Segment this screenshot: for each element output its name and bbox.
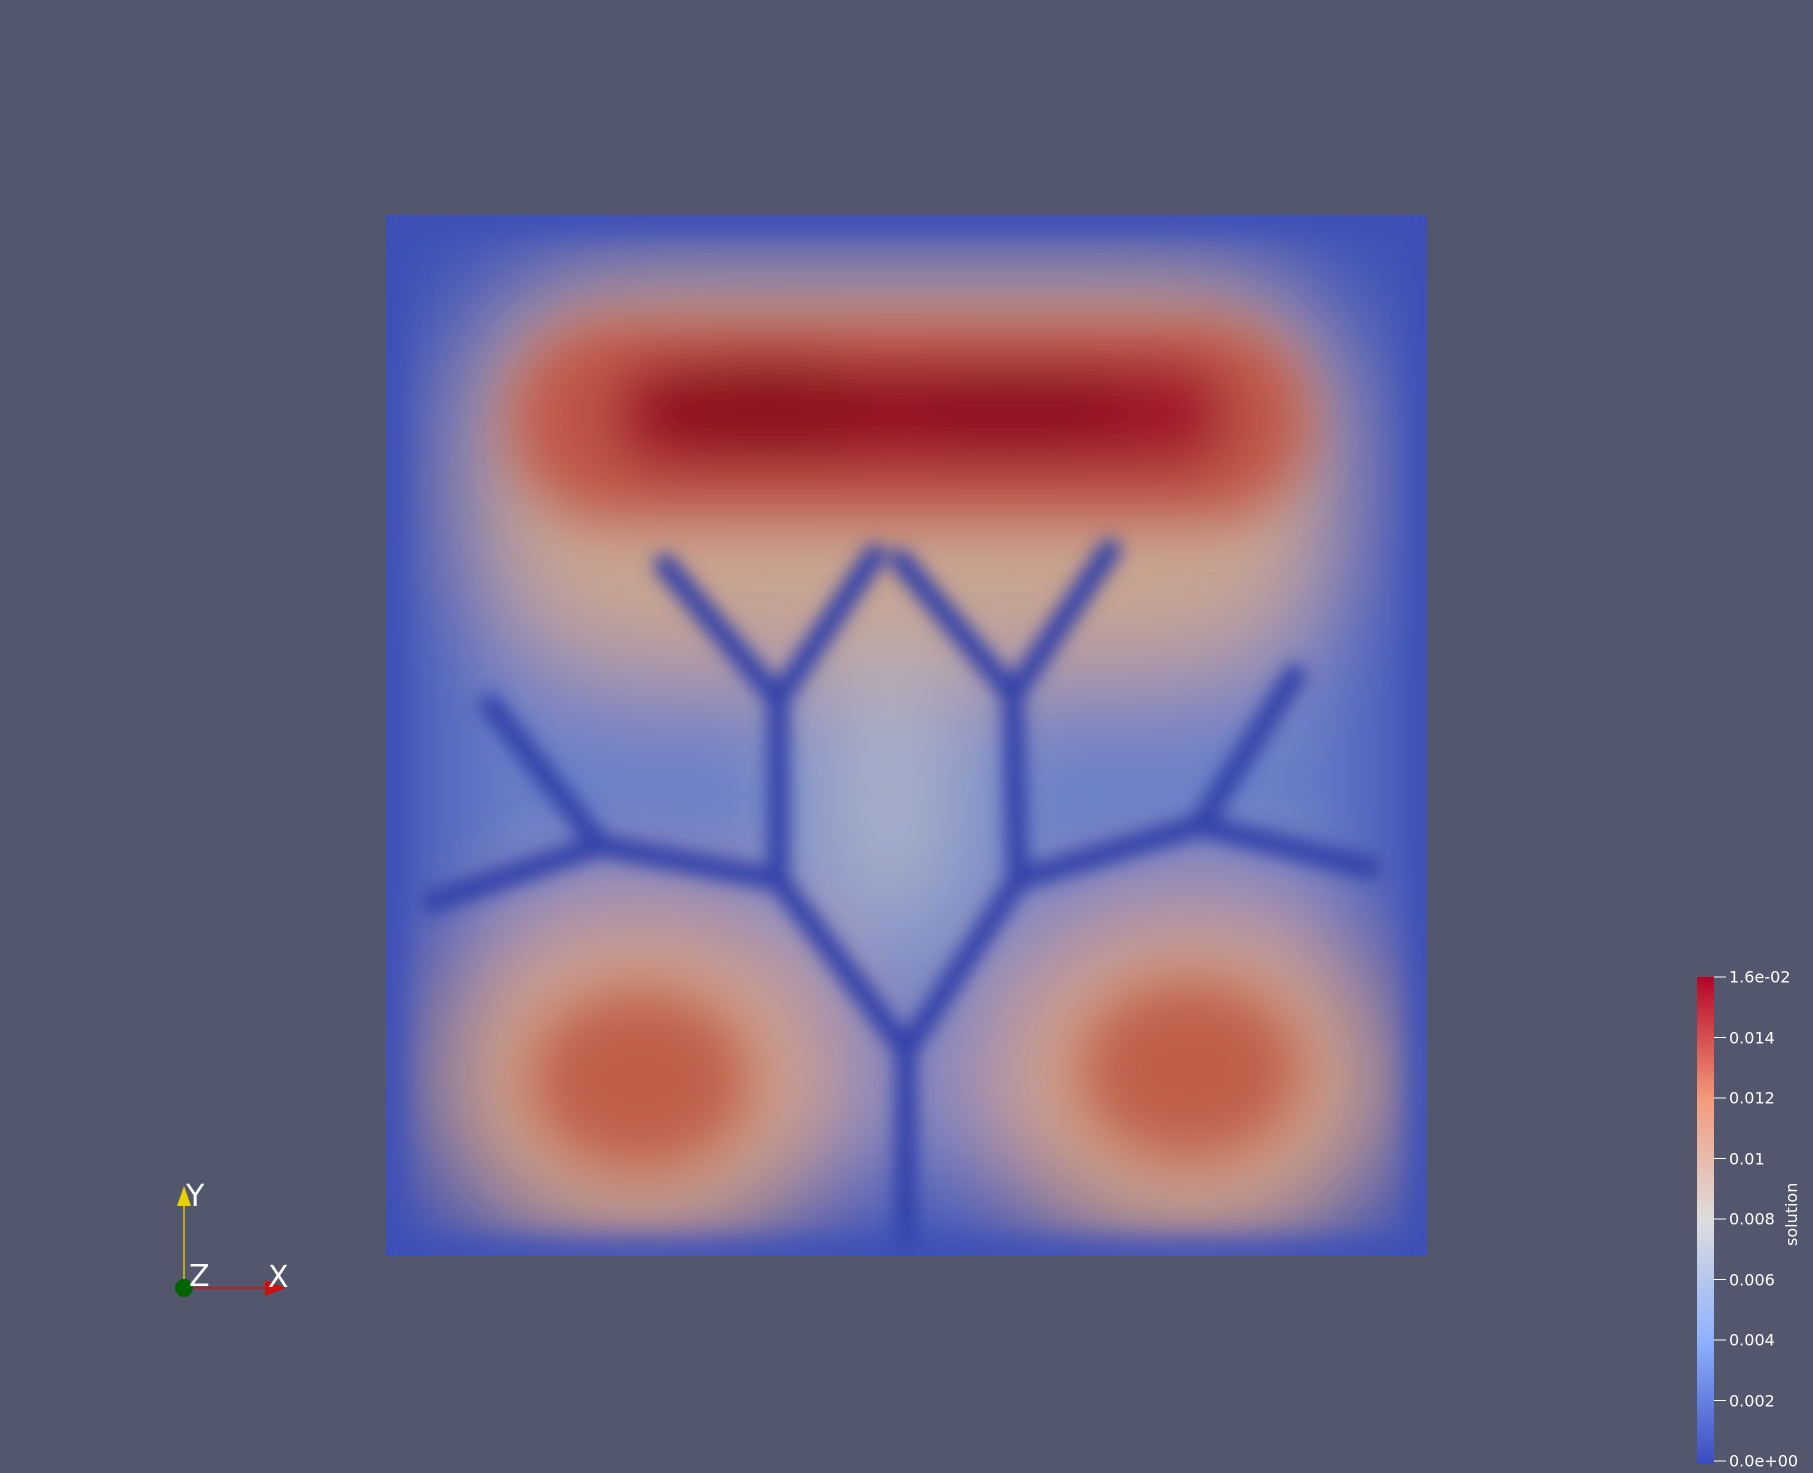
solution-field [386,215,1427,1256]
orientation-axes [175,1186,286,1297]
scalar-bar-tick-label: 0.002 [1729,1391,1775,1410]
scalar-bar-tick-label: 0.0e+00 [1729,1451,1799,1471]
z-axis-label: Z [189,1259,210,1294]
scalar-bar-tick-label: 0.004 [1729,1330,1775,1350]
scalar-bar-tick-label: 1.6e-02 [1729,967,1791,987]
scalar-bar-tick-label: 0.012 [1729,1088,1775,1108]
scalar-bar-tick-label: 0.008 [1729,1209,1775,1229]
y-axis-label: Y [186,1179,205,1214]
x-axis-label: X [268,1260,289,1295]
scalar-bar-title: solution [1782,1182,1801,1246]
scalar-bar-tick-marks [1714,976,1726,1462]
scalar-bar-tick-label: 0.014 [1729,1028,1775,1047]
scalar-bar-tick-label: 0.01 [1729,1149,1765,1168]
y-axis-cone [177,1186,191,1206]
scalar-bar [1697,976,1726,1464]
scalar-bar-tick-label: 0.006 [1729,1270,1775,1289]
z-axis-dot [175,1279,193,1297]
scalar-bar-gradient [1697,977,1714,1464]
x-axis-cone [265,1280,286,1296]
